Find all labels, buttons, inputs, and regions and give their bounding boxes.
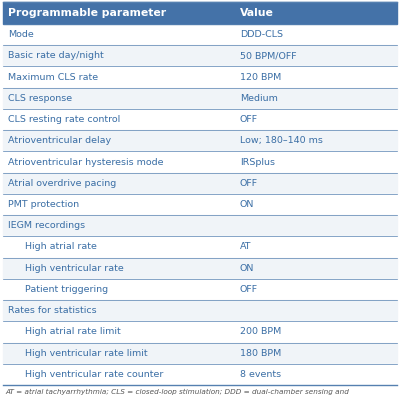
Bar	[3, 152, 397, 173]
Text: 8 events: 8 events	[240, 370, 281, 379]
Text: IEGM recordings: IEGM recordings	[8, 221, 85, 230]
Text: OFF: OFF	[240, 115, 258, 124]
Bar	[3, 342, 397, 364]
Text: 200 BPM: 200 BPM	[240, 328, 281, 336]
Bar	[3, 88, 397, 109]
Text: Programmable parameter: Programmable parameter	[8, 8, 166, 18]
Bar	[3, 236, 397, 258]
Text: Patient triggering: Patient triggering	[25, 285, 108, 294]
Text: AT = atrial tachyarrhythmia; CLS = closed-loop stimulation; DDD = dual-chamber s: AT = atrial tachyarrhythmia; CLS = close…	[5, 389, 349, 395]
Bar	[3, 258, 397, 279]
Bar	[3, 364, 397, 385]
Text: ON: ON	[240, 264, 254, 273]
Text: Atrioventricular hysteresis mode: Atrioventricular hysteresis mode	[8, 158, 164, 166]
Bar	[3, 66, 397, 88]
Text: PMT protection: PMT protection	[8, 200, 79, 209]
Text: IRSplus: IRSplus	[240, 158, 275, 166]
Text: 180 BPM: 180 BPM	[240, 349, 281, 358]
Bar	[3, 2, 397, 24]
Bar	[3, 109, 397, 130]
Bar	[3, 173, 397, 194]
Text: Value: Value	[240, 8, 274, 18]
Text: Mode: Mode	[8, 30, 34, 39]
Text: ON: ON	[240, 200, 254, 209]
Text: CLS resting rate control: CLS resting rate control	[8, 115, 120, 124]
Text: Basic rate day/night: Basic rate day/night	[8, 51, 104, 60]
Text: High ventricular rate limit: High ventricular rate limit	[25, 349, 148, 358]
Text: 120 BPM: 120 BPM	[240, 72, 281, 82]
Text: Medium: Medium	[240, 94, 278, 103]
Bar	[3, 321, 397, 342]
Text: 50 BPM/OFF: 50 BPM/OFF	[240, 51, 297, 60]
Text: Atrioventricular delay: Atrioventricular delay	[8, 136, 111, 145]
Bar	[3, 45, 397, 66]
Bar	[3, 300, 397, 321]
Text: CLS response: CLS response	[8, 94, 72, 103]
Bar	[3, 130, 397, 152]
Text: High atrial rate limit: High atrial rate limit	[25, 328, 121, 336]
Text: OFF: OFF	[240, 285, 258, 294]
Text: Rates for statistics: Rates for statistics	[8, 306, 97, 315]
Bar	[3, 194, 397, 215]
Text: OFF: OFF	[240, 179, 258, 188]
Text: High atrial rate: High atrial rate	[25, 242, 97, 252]
Text: Low; 180–140 ms: Low; 180–140 ms	[240, 136, 323, 145]
Bar	[3, 215, 397, 236]
Text: High ventricular rate: High ventricular rate	[25, 264, 124, 273]
Bar	[3, 24, 397, 45]
Text: High ventricular rate counter: High ventricular rate counter	[25, 370, 163, 379]
Text: Atrial overdrive pacing: Atrial overdrive pacing	[8, 179, 116, 188]
Text: Maximum CLS rate: Maximum CLS rate	[8, 72, 98, 82]
Text: DDD-CLS: DDD-CLS	[240, 30, 283, 39]
Text: AT: AT	[240, 242, 252, 252]
Bar	[3, 279, 397, 300]
